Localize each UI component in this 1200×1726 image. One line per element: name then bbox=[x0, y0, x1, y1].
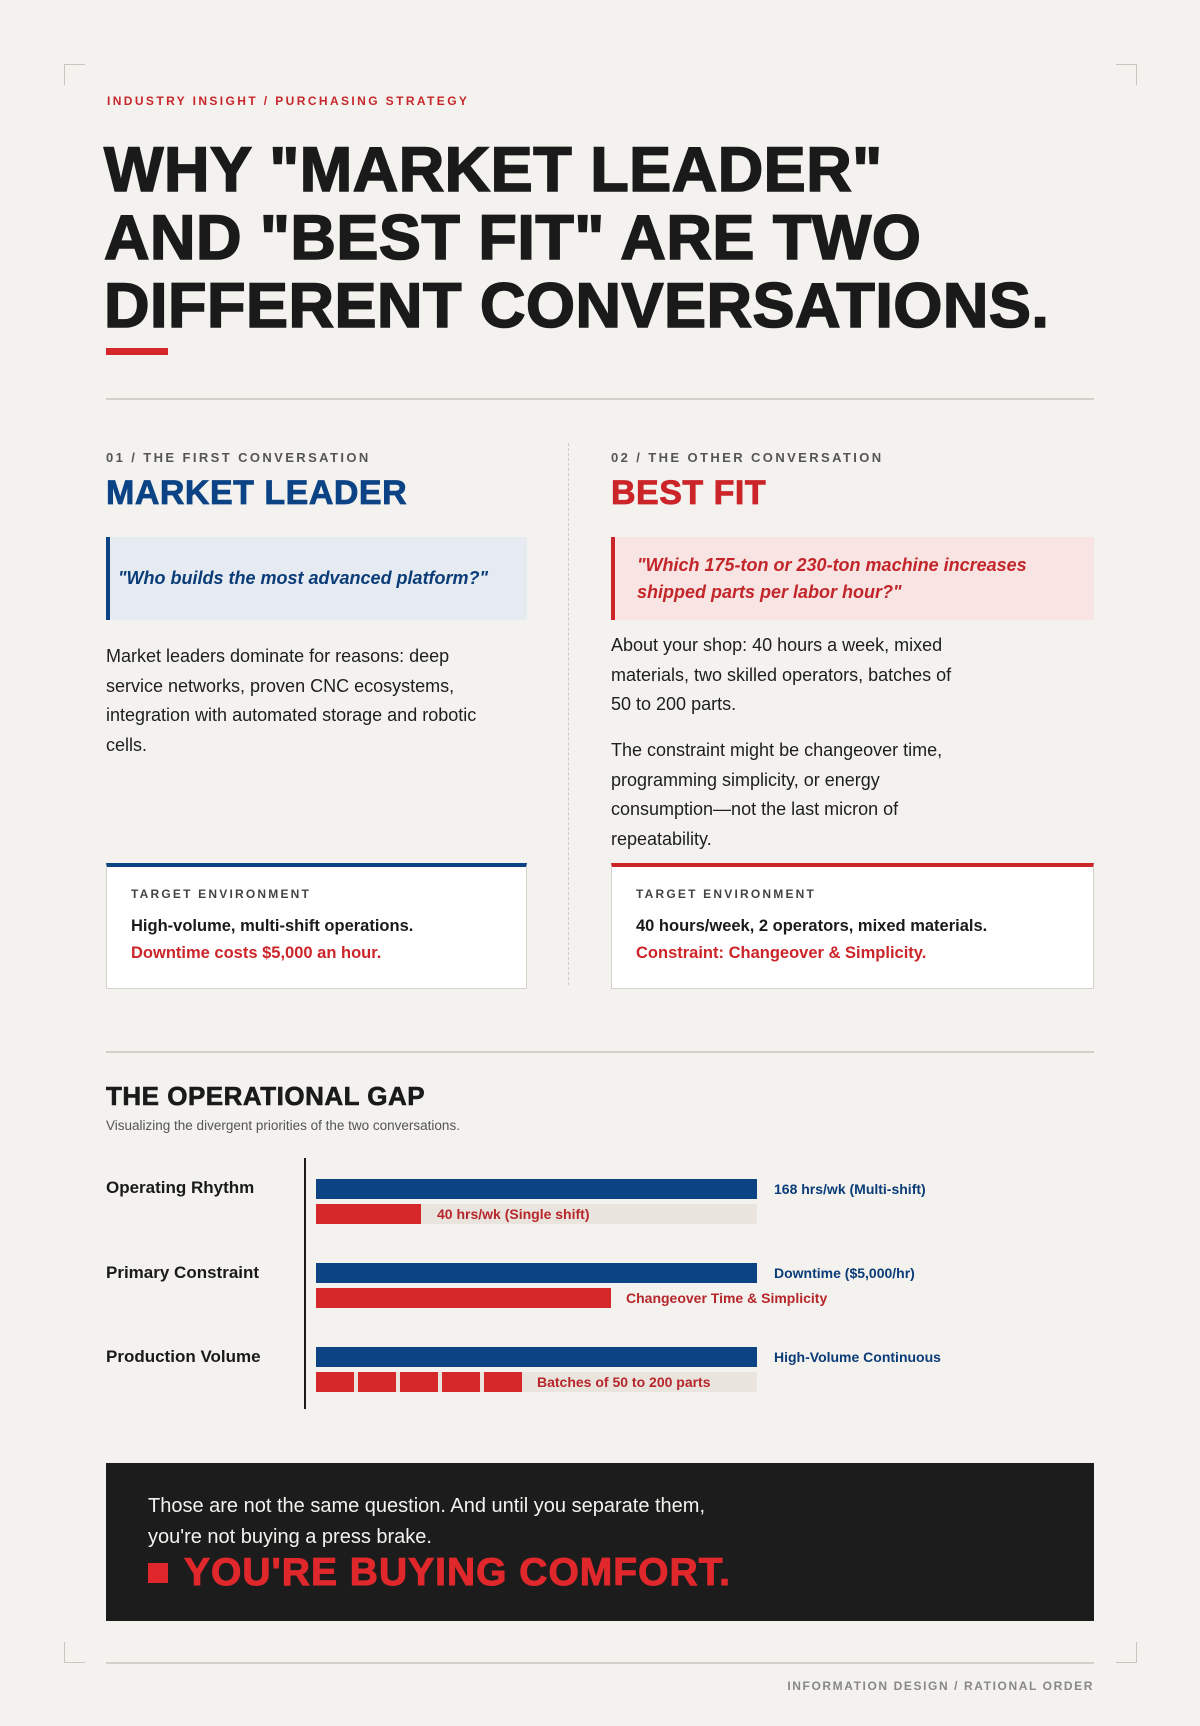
column-heading: BEST FIT bbox=[611, 474, 767, 513]
leader-label: High-Volume Continuous bbox=[774, 1349, 941, 1365]
closing-text: Those are not the same question. And unt… bbox=[148, 1491, 705, 1553]
target-line: 40 hours/week, 2 operators, mixed materi… bbox=[636, 917, 988, 935]
target-box: TARGET ENVIRONMENT 40 hours/week, 2 oper… bbox=[611, 863, 1094, 989]
bar-track bbox=[316, 1204, 757, 1224]
target-box: TARGET ENVIRONMENT High-volume, multi-sh… bbox=[106, 863, 527, 989]
divider bbox=[106, 1051, 1094, 1053]
fit-label: Batches of 50 to 200 parts bbox=[537, 1374, 711, 1390]
leader-label: Downtime ($5,000/hr) bbox=[774, 1265, 915, 1281]
closing-box: Those are not the same question. And unt… bbox=[106, 1463, 1094, 1621]
fit-label: Changeover Time & Simplicity bbox=[626, 1290, 828, 1306]
closing-line: you're not buying a press brake. bbox=[148, 1526, 432, 1548]
leader-bar bbox=[316, 1263, 757, 1283]
column-divider bbox=[568, 443, 569, 985]
leader-bar bbox=[316, 1179, 757, 1199]
accent-bar bbox=[106, 348, 168, 355]
title-line: AND "BEST FIT" ARE TWO bbox=[103, 203, 922, 273]
fit-segment bbox=[316, 1372, 354, 1392]
fit-label: 40 hrs/wk (Single shift) bbox=[437, 1206, 590, 1222]
row-label: Primary Constraint bbox=[106, 1263, 260, 1282]
axis-line bbox=[304, 1158, 306, 1409]
target-label: TARGET ENVIRONMENT bbox=[636, 887, 817, 901]
divider bbox=[106, 1662, 1094, 1664]
column-eyebrow: 01 / THE FIRST CONVERSATION bbox=[106, 450, 371, 465]
title-line: WHY "MARKET LEADER" bbox=[103, 135, 883, 205]
column-eyebrow: 02 / THE OTHER CONVERSATION bbox=[611, 450, 884, 465]
section-title: THE OPERATIONAL GAP bbox=[106, 1081, 426, 1112]
target-line: Downtime costs $5,000 an hour. bbox=[131, 944, 382, 962]
title: WHY "MARKET LEADER" AND "BEST FIT" ARE T… bbox=[103, 135, 1050, 341]
column-heading: MARKET LEADER bbox=[106, 474, 408, 513]
fit-bar bbox=[316, 1204, 421, 1224]
leader-bar bbox=[316, 1347, 757, 1367]
corner-mark bbox=[1116, 1642, 1137, 1663]
quote: "Which 175-ton or 230-ton machine increa… bbox=[611, 537, 1094, 620]
section-subtitle: Visualizing the divergent priorities of … bbox=[106, 1118, 460, 1133]
fit-segment bbox=[484, 1372, 522, 1392]
corner-mark bbox=[1116, 64, 1137, 85]
target-line: High-volume, multi-shift operations. bbox=[131, 917, 414, 935]
target-label: TARGET ENVIRONMENT bbox=[131, 887, 312, 901]
fit-segment bbox=[400, 1372, 438, 1392]
bullet-square bbox=[148, 1563, 168, 1583]
row-label: Production Volume bbox=[106, 1347, 261, 1366]
leader-label: 168 hrs/wk (Multi-shift) bbox=[774, 1181, 926, 1197]
closing-emphasis: YOU'RE BUYING COMFORT. bbox=[184, 1551, 731, 1595]
footer: INFORMATION DESIGN / RATIONAL ORDER bbox=[787, 1679, 1094, 1693]
paragraph: The constraint might be changeover time,… bbox=[611, 740, 943, 849]
paragraph: Market leaders dominate for reasons: dee… bbox=[106, 646, 477, 755]
row-label: Operating Rhythm bbox=[106, 1178, 255, 1197]
closing-line: Those are not the same question. And unt… bbox=[148, 1495, 706, 1517]
fit-bar bbox=[316, 1288, 611, 1308]
paragraph: About your shop: 40 hours a week, mixed … bbox=[611, 635, 952, 715]
divider bbox=[106, 398, 1094, 400]
corner-mark bbox=[64, 64, 85, 85]
target-line: Constraint: Changeover & Simplicity. bbox=[636, 944, 927, 962]
fit-segment bbox=[358, 1372, 396, 1392]
title-line: DIFFERENT CONVERSATIONS. bbox=[103, 271, 1050, 341]
fit-segment bbox=[442, 1372, 480, 1392]
eyebrow: INDUSTRY INSIGHT / PURCHASING STRATEGY bbox=[107, 94, 470, 108]
corner-mark bbox=[64, 1642, 85, 1663]
quote: "Who builds the most advanced platform?" bbox=[106, 537, 527, 620]
